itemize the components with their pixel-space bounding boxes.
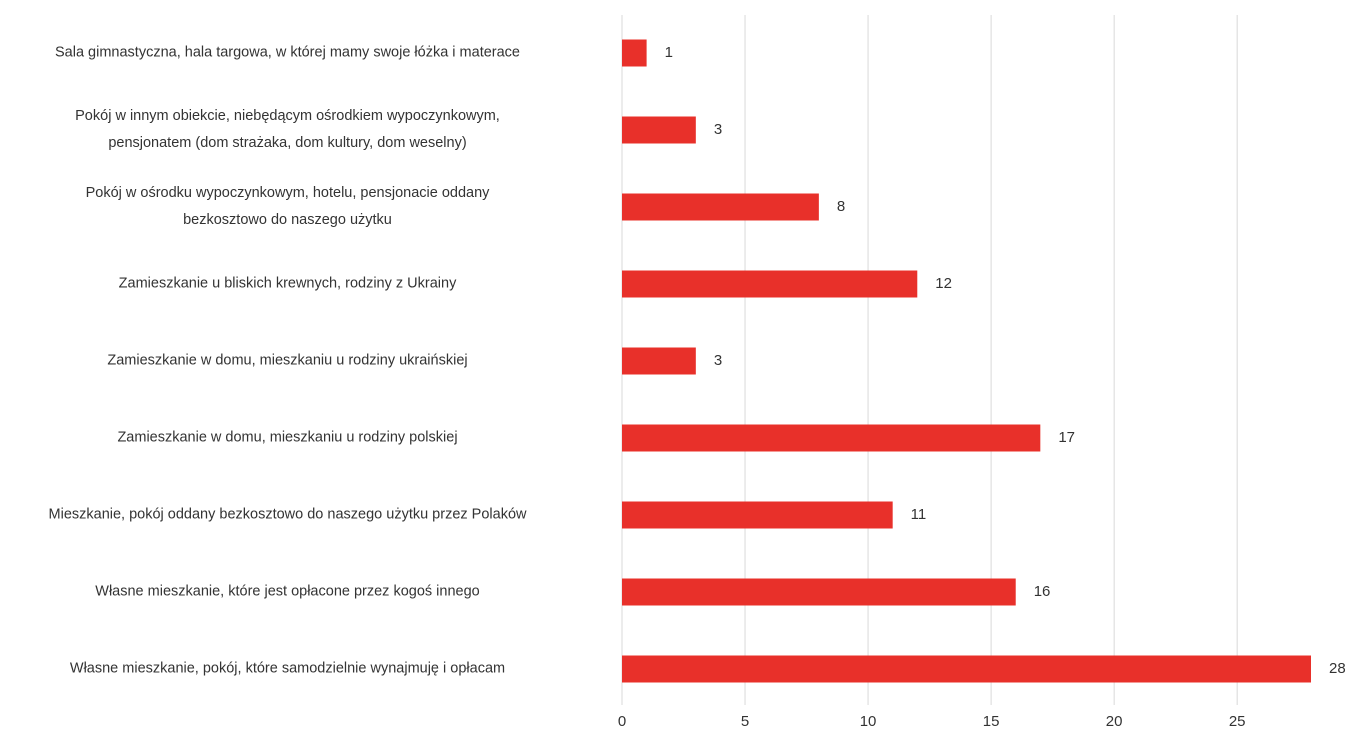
x-tick-label: 25 [1229,713,1246,730]
bar [622,39,647,67]
bar [622,116,696,144]
x-tick-label: 0 [618,713,626,730]
data-label: 11 [911,506,927,523]
bar [622,347,696,375]
data-label: 12 [935,275,952,292]
category-label: Zamieszkanie w domu, mieszkaniu u rodzin… [107,352,468,369]
category-label: Zamieszkanie w domu, mieszkaniu u rodzin… [117,429,458,446]
bar [622,270,918,298]
data-label: 16 [1034,583,1051,600]
bar [622,501,893,529]
data-label: 17 [1058,429,1075,446]
category-label: Pokój w ośrodku wypoczynkowym, hotelu, p… [85,185,490,228]
category-label: Własne mieszkanie, które jest opłacone p… [95,583,480,600]
category-label: Mieszkanie, pokój oddany bezkosztowo do … [48,506,527,523]
x-tick-label: 15 [983,713,1000,730]
x-tick-label: 10 [860,713,877,730]
bar [622,424,1041,452]
category-label: Sala gimnastyczna, hala targowa, w które… [55,44,520,61]
data-label: 28 [1329,660,1346,677]
data-label: 3 [714,352,722,369]
data-label: 1 [665,44,673,61]
bar [622,578,1016,606]
bar [622,193,819,221]
data-label: 3 [714,121,722,138]
bar [622,655,1311,683]
category-label: Pokój w innym obiekcie, niebędącym ośrod… [75,108,500,151]
data-label: 8 [837,198,845,215]
x-tick-label: 5 [741,713,749,730]
category-label: Własne mieszkanie, pokój, które samodzie… [69,660,506,677]
category-label: Zamieszkanie u bliskich krewnych, rodzin… [118,275,457,292]
x-tick-label: 20 [1106,713,1123,730]
